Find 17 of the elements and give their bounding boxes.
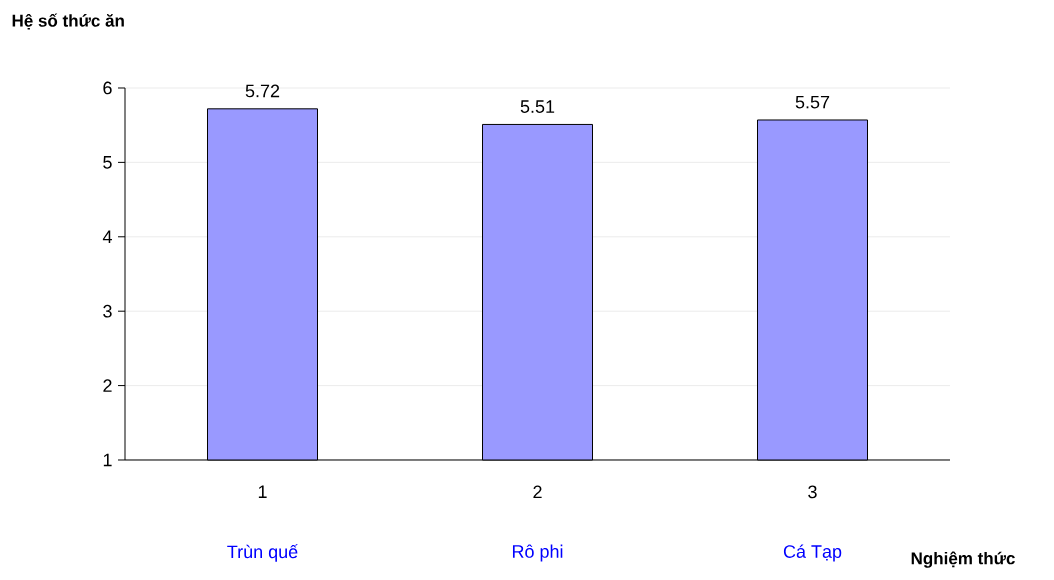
text: Trùn quế — [227, 544, 298, 562]
text: Rô phi — [512, 544, 563, 562]
y-tick-label: 1 — [103, 453, 112, 467]
text: Cá Tạp — [783, 544, 842, 562]
x-tick-label: 3 — [808, 485, 817, 499]
x-axis-title: Nghiệm thức — [911, 551, 1015, 568]
y-tick-label: 2 — [103, 379, 112, 392]
data-label: 5.72 — [245, 84, 280, 98]
y-tick-label: 5 — [103, 156, 112, 169]
x-tick-label: 1 — [258, 485, 267, 498]
y-axis-title: Hệ số thức ăn — [12, 13, 124, 30]
y-tick-label: 6 — [103, 81, 112, 95]
data-label: 5.57 — [795, 95, 830, 109]
y-tick-label: 3 — [103, 304, 112, 318]
y-tick-label: 4 — [102, 230, 112, 243]
x-tick-label: 2 — [533, 485, 542, 499]
data-label: 5.51 — [520, 100, 555, 113]
